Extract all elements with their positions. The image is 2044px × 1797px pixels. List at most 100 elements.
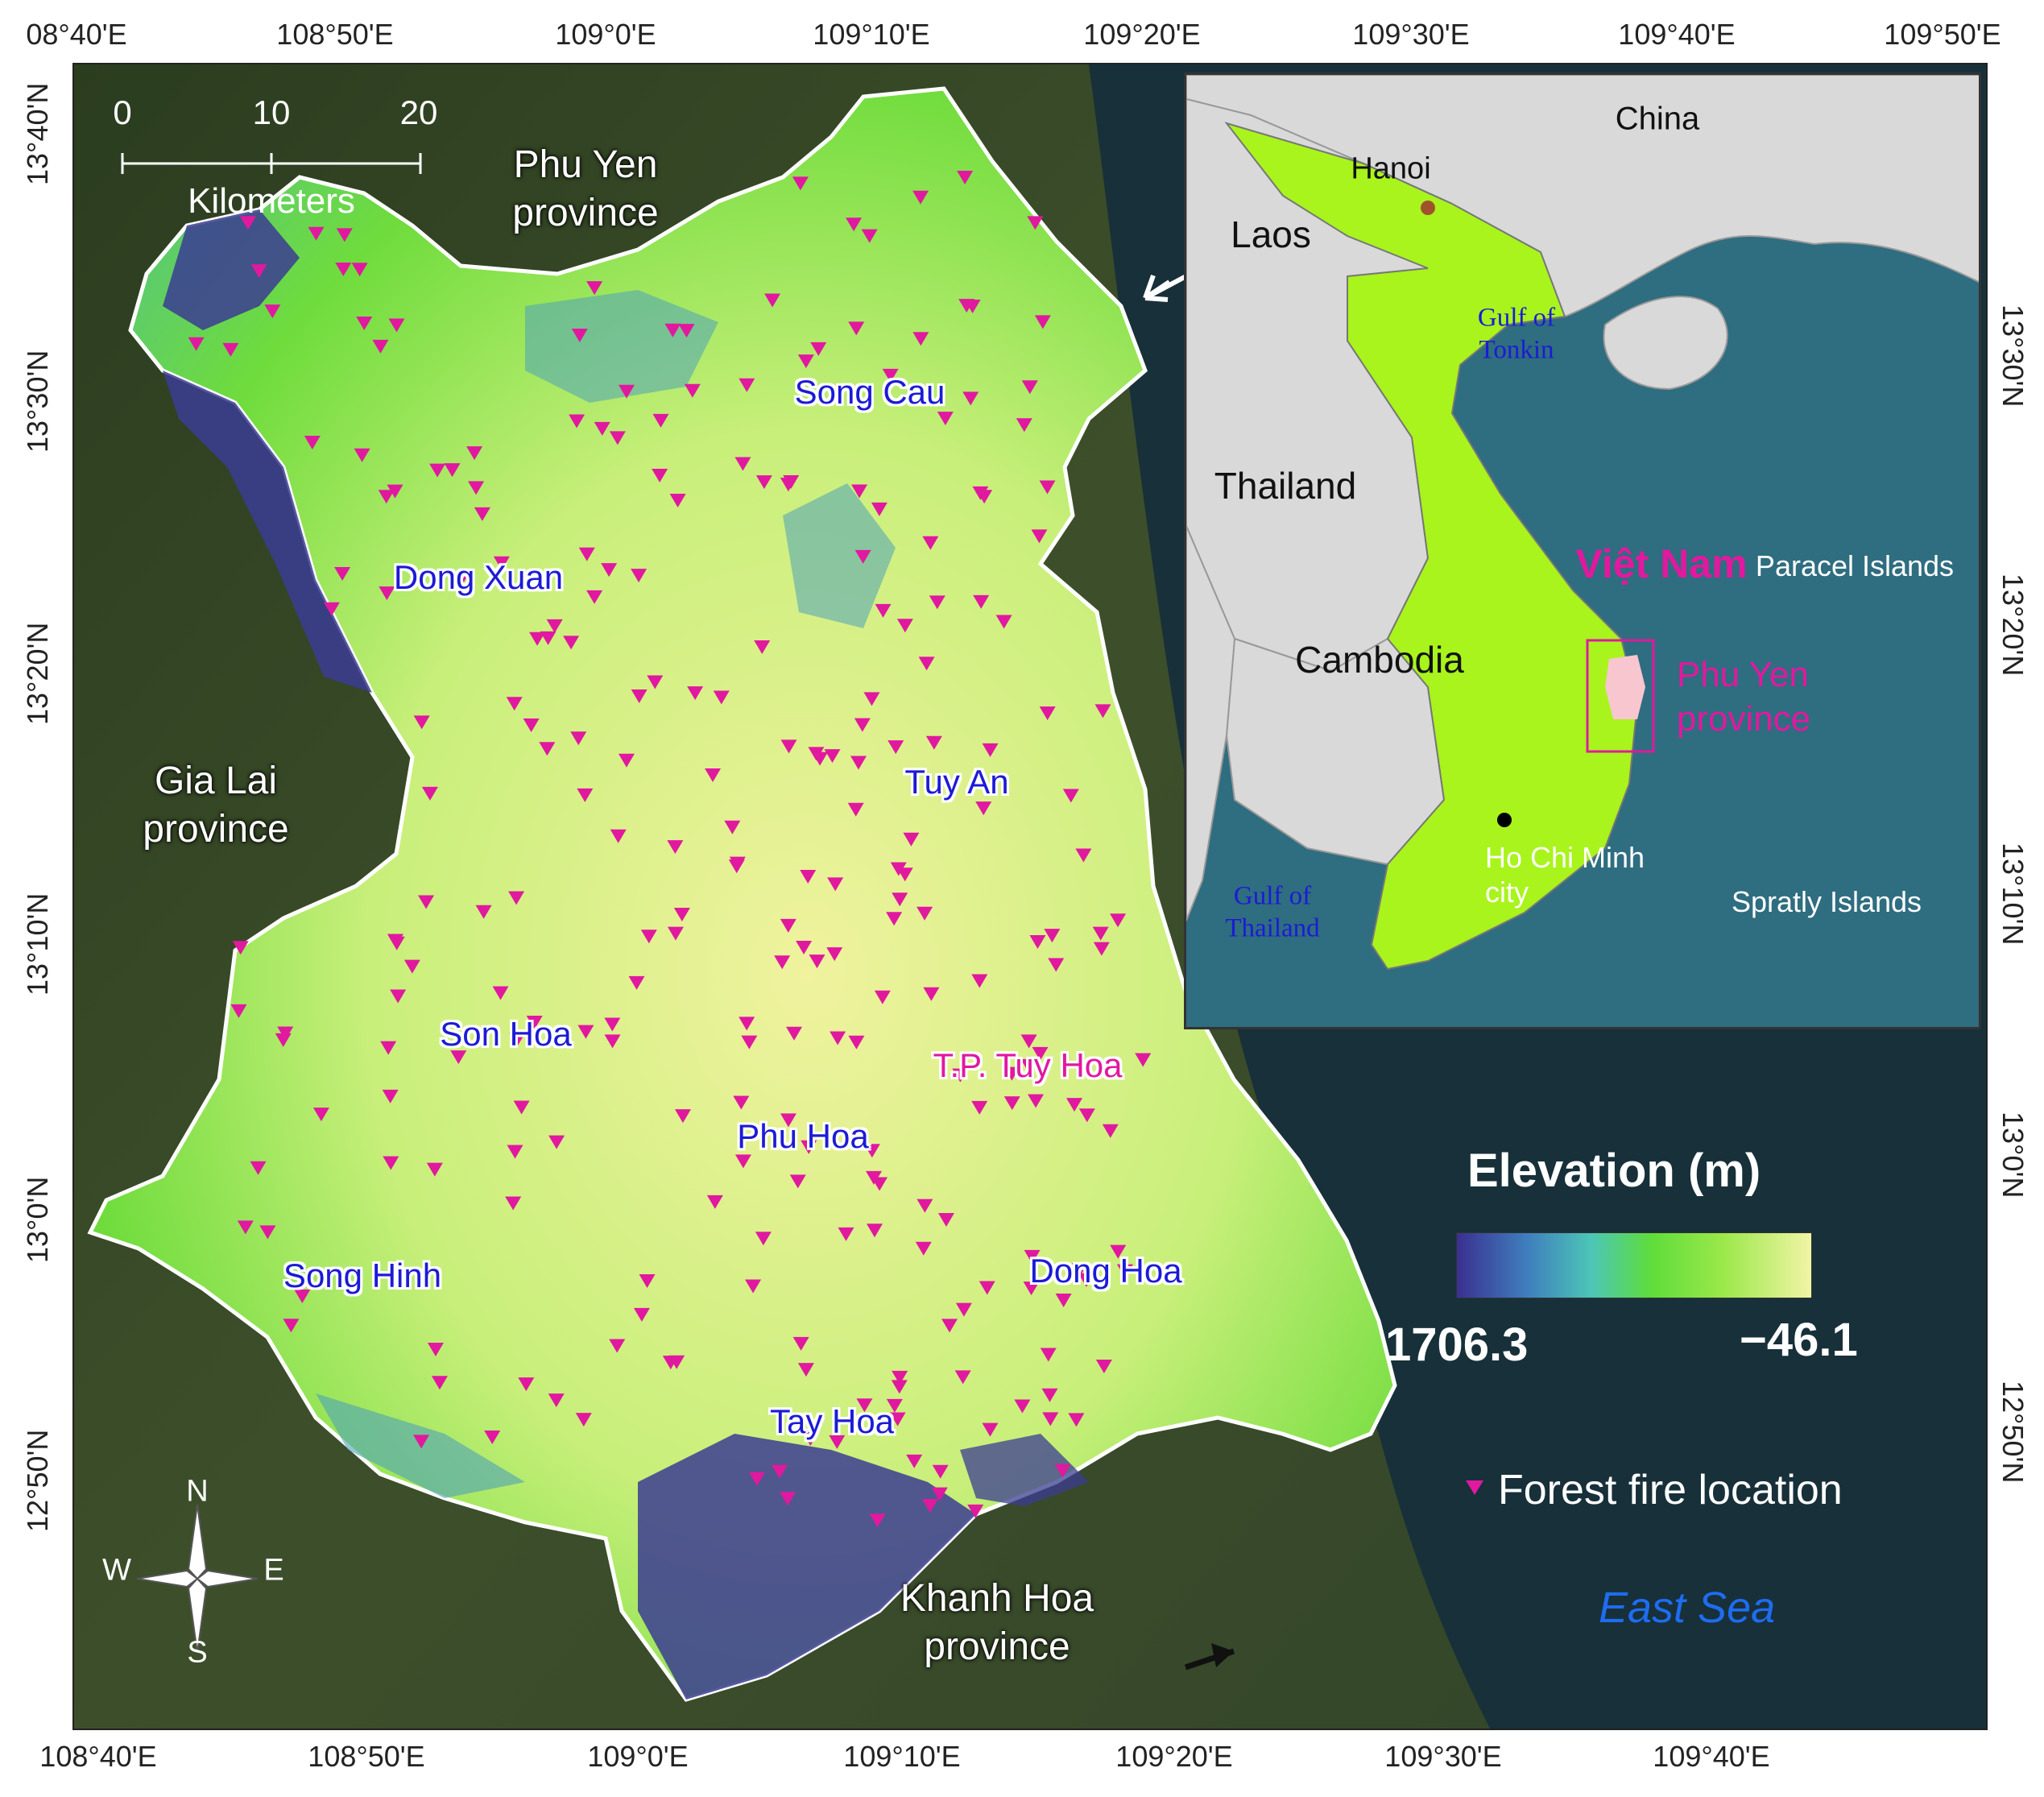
study-area-shape [1605,655,1645,719]
china-shape [1186,75,1979,318]
fire-marker [540,631,557,645]
fire-marker [865,1170,882,1185]
fire-marker [275,1033,292,1047]
fire-marker [797,354,814,369]
top-tick: 109°50'E [1884,18,2001,51]
fire-marker [1048,958,1065,972]
hcmc-dot [1497,813,1512,827]
fire-marker [755,1232,772,1246]
fire-marker [896,619,913,633]
fire-marker [188,337,205,351]
fire-marker [1094,704,1111,718]
bottom-tick: 109°0'E [587,1740,689,1773]
fire-marker [1110,1244,1127,1259]
fire-marker [304,436,321,450]
fire-marker [848,321,865,336]
fire-marker [673,908,690,922]
inset-hcmc: Ho Chi Minh city [1484,840,1645,909]
fire-marker [586,590,603,604]
fire-marker [444,463,461,478]
fire-marker [569,414,585,429]
fire-marker [792,176,809,191]
fire-marker [1092,926,1109,941]
fire-marker [308,226,325,241]
fire-marker [264,304,281,319]
fire-marker [861,229,878,243]
study-area-box [1586,639,1655,753]
fire-marker [466,446,483,461]
scale-unit: Kilometers [188,181,355,221]
fire-marker [578,547,595,561]
fire-marker [705,768,722,782]
fire-marker [1003,1066,1020,1081]
fire-marker [1032,1046,1049,1061]
fire-marker [810,342,827,356]
fire-marker [1116,1264,1133,1278]
left-tick: 13°10'N [21,892,54,996]
fire-marker [995,615,1012,629]
legend-title: Elevation (m) [1467,1145,1761,1197]
fire-marker [922,536,939,550]
fire-marker [846,217,863,232]
fire-marker [975,801,992,816]
fire-marker [971,1100,988,1115]
compass-w: W [102,1553,131,1588]
fire-marker [493,556,510,570]
top-tick: 109°20'E [1083,18,1201,51]
fire-marker [882,368,899,383]
fire-marker [1003,1096,1020,1111]
fire-marker [418,895,435,909]
fire-marker [856,1398,873,1413]
fire-marker [789,1174,806,1189]
fire-marker [972,486,989,500]
fire-marker [546,619,563,633]
fire-marker [426,1162,443,1177]
fire-marker [413,715,430,730]
fire-marker [259,1225,276,1240]
fire-marker [847,802,864,817]
fire-marker [1020,1034,1037,1049]
fire-marker [450,1050,467,1065]
fire-marker [838,1227,854,1241]
fire-marker [1020,1058,1037,1073]
fire-marker [888,740,904,755]
fire-marker [667,840,684,855]
fire-marker [1135,1053,1152,1067]
fire-marker [664,323,681,337]
fire-marker [452,574,469,589]
fire-marker [874,990,891,1004]
top-tick: 109°10'E [813,18,930,51]
fire-marker [929,595,945,610]
fire-marker [586,281,603,296]
fire-marker [850,756,867,770]
fire-marker [1093,942,1110,956]
fire-marker [932,1464,949,1479]
fire-marker [891,1380,908,1394]
bottom-tick: 108°40'E [39,1740,157,1773]
fire-marker [577,788,594,802]
fire-marker [237,1220,254,1235]
fire-marker [863,692,880,706]
fire-marker [678,324,695,338]
fire-marker [230,1004,247,1018]
fire-marker [1054,1464,1071,1478]
fire-marker [669,493,686,507]
fire-marker [652,469,668,483]
fire-marker [609,431,626,445]
fire-marker [610,829,627,843]
bottom-tick: 109°30'E [1384,1740,1502,1773]
province-label-khanh-hoa: Khanh Hoa province [900,1577,1094,1668]
fire-marker [886,1398,903,1413]
inset-vietnam: Việt Nam [1575,541,1748,586]
fire-marker [824,749,841,764]
province-label-gia-lai: Gia Lai province [143,760,289,851]
inset-gulf-thailand: Gulf of Thailand [1225,881,1320,942]
fire-marker [748,1472,765,1486]
fire-marker [1028,1094,1045,1108]
fire-marker [372,339,389,354]
sea-label: East Sea [1599,1584,1776,1632]
fire-marker [1034,315,1051,329]
fire-marker [871,502,888,516]
fire-marker [250,264,267,279]
fire-marker [802,1432,819,1447]
